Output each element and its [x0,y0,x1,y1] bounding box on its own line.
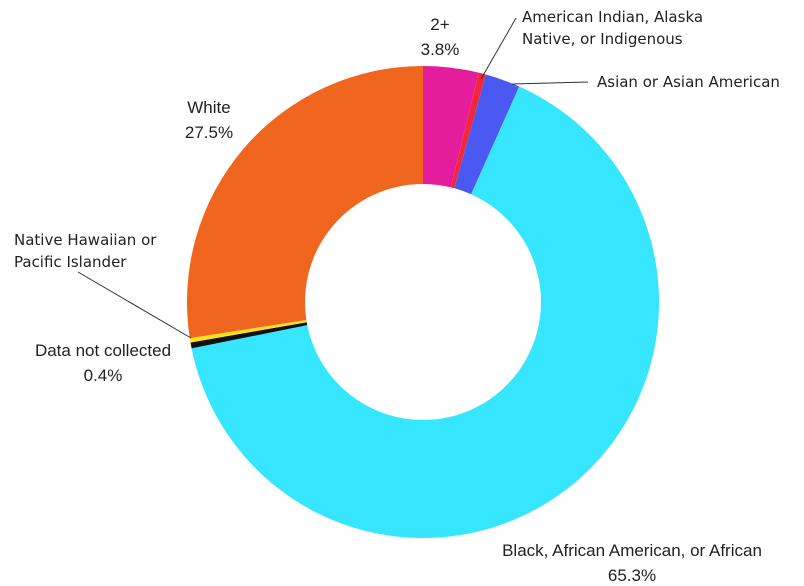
label-black: Black, African American, or African [502,541,762,560]
donut-slices [187,66,660,538]
leader-line-asian [511,81,589,85]
value-white: 27.5% [185,123,233,142]
slice-not-collected [190,322,308,349]
label-white: White [187,98,230,117]
leader-line-aian [480,17,517,80]
slice-white [187,66,423,339]
label-aian-line1: American Indian, Alaska [522,8,703,26]
slice-aian [450,72,486,189]
value-black: 65.3% [608,566,656,585]
value-two-plus: 3.8% [421,40,460,59]
leader-line-nhpi [77,271,192,339]
label-aian-line2: Native, or Indigenous [522,30,683,48]
label-not-collected: Data not collected [35,341,171,360]
label-two-plus: 2+ [430,15,449,34]
label-nhpi-line2: Pacific Islander [14,253,127,271]
label-asian: Asian or Asian American [597,73,780,91]
leader-lines [77,17,589,339]
slice-nhpi [189,320,307,343]
slice-asian [454,74,520,195]
value-not-collected: 0.4% [84,366,123,385]
slice-two-plus [423,66,479,188]
label-nhpi-line1: Native Hawaiian or [14,231,157,249]
slice-black [191,86,660,538]
